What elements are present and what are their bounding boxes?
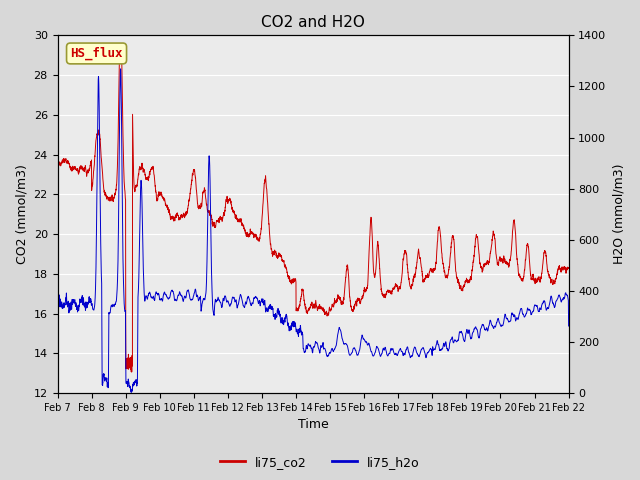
X-axis label: Time: Time <box>298 419 328 432</box>
Y-axis label: CO2 (mmol/m3): CO2 (mmol/m3) <box>15 164 28 264</box>
Y-axis label: H2O (mmol/m3): H2O (mmol/m3) <box>612 164 625 264</box>
Title: CO2 and H2O: CO2 and H2O <box>261 15 365 30</box>
Legend: li75_co2, li75_h2o: li75_co2, li75_h2o <box>215 451 425 474</box>
Text: HS_flux: HS_flux <box>70 47 123 60</box>
